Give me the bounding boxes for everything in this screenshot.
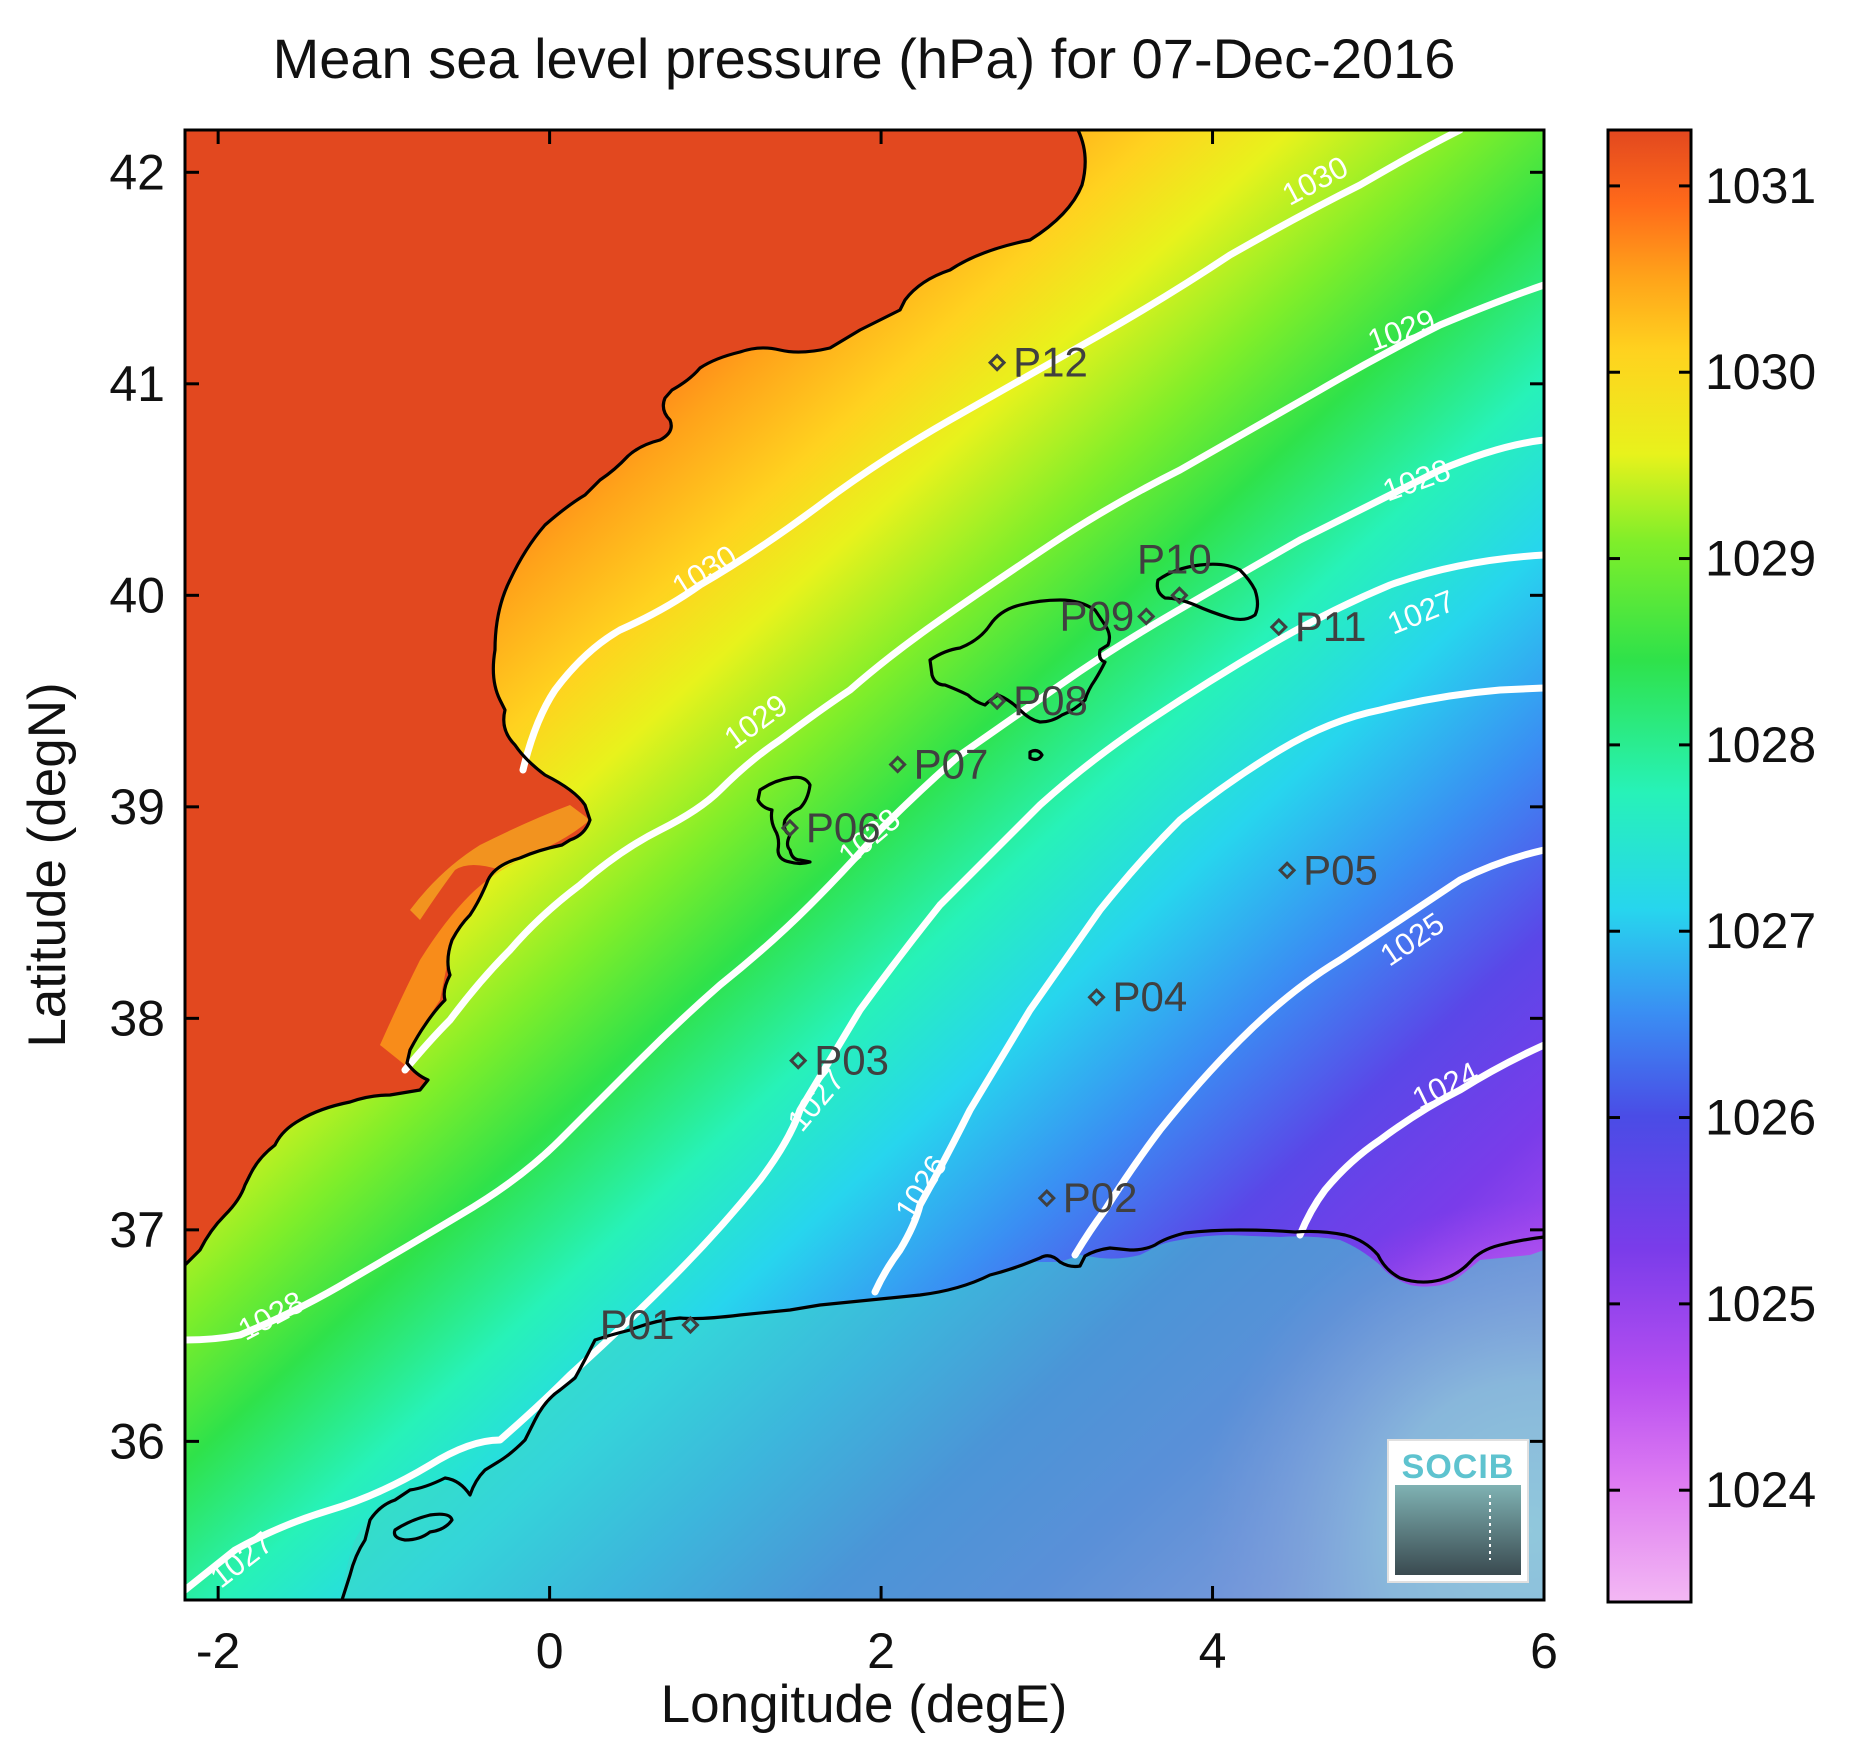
y-axis-label: Latitude (degN): [18, 682, 77, 1047]
colorbar-ramp: [1606, 128, 1693, 1604]
station-marker: [1170, 586, 1189, 605]
coastal-band: [380, 860, 520, 1065]
station-p09: P09: [1060, 592, 1156, 639]
station-label: P11: [1295, 603, 1367, 650]
station-marker: [1277, 861, 1297, 880]
station-label: P02: [1063, 1174, 1138, 1221]
contour-1025: [1071, 846, 1544, 1259]
contour-1030: [519, 130, 1464, 774]
x-axis: -2 0 2 4 6: [196, 130, 1558, 1679]
plot-frame: [183, 128, 1546, 1602]
contour-1028-main: [185, 436, 1544, 1344]
station-p05: P05: [1277, 846, 1378, 893]
colorbar-tick-label: 1030: [1705, 344, 1816, 400]
station-p11: P11: [1269, 603, 1367, 650]
station-label: P08: [1013, 677, 1088, 724]
station-p06: P06: [780, 804, 881, 851]
coastal-band-north: [410, 805, 590, 920]
colorbar-tick-label: 1024: [1705, 1462, 1816, 1518]
station-marker: [987, 353, 1007, 372]
x-tick-label: -2: [196, 1623, 240, 1679]
station-p02: P02: [1037, 1174, 1138, 1221]
station-marker: [1087, 988, 1106, 1007]
station-marker: [681, 1315, 700, 1335]
mallorca-coastline: [928, 598, 1112, 724]
ibiza-coastline: [756, 775, 812, 866]
menorca-coastline: [1155, 562, 1260, 622]
y-tick-label: 41: [109, 356, 165, 412]
y-tick-label: 39: [109, 779, 165, 835]
colorbar-tick-label: 1026: [1705, 1090, 1816, 1146]
station-label: P03: [814, 1037, 889, 1084]
station-marker: [1037, 1189, 1056, 1208]
colorbar-tick-label: 1027: [1705, 903, 1816, 959]
logo-image: [1395, 1485, 1521, 1575]
station-marker: [888, 755, 907, 774]
station-label: P04: [1113, 973, 1188, 1020]
colorbar-tick-label: 1031: [1705, 158, 1816, 214]
contour-1026: [871, 684, 1544, 1296]
station-marker: [789, 1051, 808, 1070]
y-tick-label: 36: [109, 1413, 165, 1469]
station-p08: P08: [987, 677, 1088, 724]
station-marker: [1269, 617, 1288, 637]
station-p04: P04: [1087, 973, 1188, 1020]
station-label: P12: [1013, 339, 1088, 386]
station-p12: P12: [987, 339, 1088, 386]
colorbar-ticks: 1024 1025 1026 1027 1028 1029 1030 1031: [1608, 158, 1816, 1518]
station-label: P10: [1137, 535, 1212, 582]
africa-coastline: [340, 1228, 1544, 1600]
station-label: P05: [1303, 846, 1378, 893]
iberia-coastline: [185, 130, 1087, 1267]
station-p07: P07: [888, 741, 989, 788]
y-tick-label: 38: [109, 990, 165, 1046]
contour-1027-main: [185, 551, 1544, 1594]
plot-area: 1030 1030 1029 1029 1028 1028 1028 1027 …: [185, 130, 1544, 1600]
colorbar-tick-label: 1029: [1705, 531, 1816, 587]
station-p10: P10: [1137, 535, 1212, 605]
station-p03: P03: [789, 1037, 889, 1084]
y-axis: 36 37 38 39 40 41 42: [109, 144, 1544, 1469]
station-label: P06: [806, 804, 881, 851]
chart-title: Mean sea level pressure (hPa) for 07-Dec…: [273, 27, 1456, 90]
x-tick-label: 4: [1199, 1623, 1227, 1679]
station-label: P07: [914, 741, 989, 788]
colorbar: 1024 1025 1026 1027 1028 1029 1030 1031: [1606, 128, 1816, 1604]
y-tick-label: 40: [109, 567, 165, 623]
y-tick-label: 37: [109, 1202, 165, 1258]
cabrera-coastline: [1028, 748, 1044, 762]
station-marker: [1137, 607, 1156, 626]
logo-text: SOCIB: [1402, 1448, 1515, 1486]
socib-logo: SOCIB: [1387, 1439, 1529, 1583]
colorbar-tick-label: 1025: [1705, 1276, 1816, 1332]
station-p01: P01: [600, 1301, 700, 1348]
x-tick-label: 0: [536, 1623, 564, 1679]
contour-1024: [1296, 1041, 1544, 1239]
colorbar-tick-label: 1028: [1705, 717, 1816, 773]
station-label: P09: [1060, 592, 1135, 639]
alboran-island: [392, 1512, 454, 1542]
x-axis-label: Longitude (degE): [661, 1675, 1068, 1734]
x-tick-label: 2: [867, 1623, 895, 1679]
station-marker: [780, 818, 800, 838]
station-marker: [987, 691, 1007, 711]
x-tick-label: 6: [1530, 1623, 1558, 1679]
contour-lines: [185, 130, 1544, 1594]
contour-1029: [401, 281, 1544, 1074]
y-tick-label: 42: [109, 144, 165, 200]
station-label: P01: [600, 1301, 675, 1348]
